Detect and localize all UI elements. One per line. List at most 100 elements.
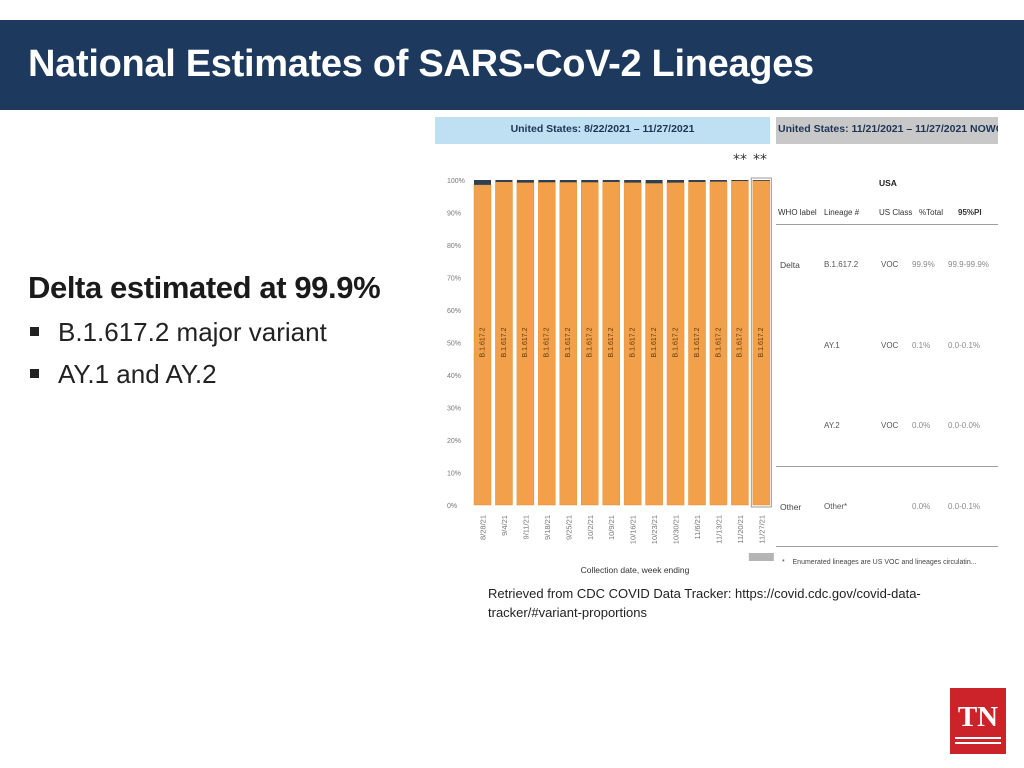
nowcast-highlight (750, 177, 772, 508)
y-tick-label: 0% (447, 503, 457, 510)
x-tick-label: 9/25/21 (564, 515, 573, 540)
lineage-cell: Other* (824, 502, 848, 511)
total-cell: 99.9% (912, 260, 935, 269)
bar-other (559, 180, 577, 183)
asterisk-annotation: ** (733, 152, 747, 168)
total-cell: 0.1% (912, 341, 931, 350)
bar-other (624, 180, 642, 183)
y-tick-label: 80% (447, 243, 461, 250)
y-tick-label: 60% (447, 308, 461, 315)
x-tick-label: 9/4/21 (500, 515, 509, 536)
bullet-item: B.1.617.2 major variant (28, 314, 327, 356)
x-tick-label: 10/23/21 (650, 515, 659, 544)
bar-delta (623, 182, 642, 506)
chart-header: United States: 8/22/2021 – 11/27/2021 (435, 117, 770, 144)
bullet-square-icon (30, 327, 39, 336)
pi-cell: 0.0-0.0% (948, 421, 981, 430)
source-citation: Retrieved from CDC COVID Data Tracker: h… (488, 586, 921, 620)
column-header: WHO label (778, 208, 817, 217)
who-label: Other (780, 502, 802, 512)
logo-stripe (955, 737, 1001, 739)
class-cell: VOC (881, 421, 899, 430)
y-tick-label: 40% (447, 373, 461, 380)
table-divider (776, 546, 998, 547)
total-cell: 0.0% (912, 421, 931, 430)
chart-header-text: United States: 8/22/2021 – 11/27/2021 (510, 123, 695, 135)
y-tick-label: 50% (447, 341, 461, 348)
slide-title: National Estimates of SARS-CoV-2 Lineage… (28, 43, 814, 85)
y-tick-label: 10% (447, 471, 461, 478)
nowcast-header: United States: 11/21/2021 – 11/27/2021 N… (776, 117, 998, 144)
bar-data-label: B.1.617.2 (501, 327, 508, 357)
bar-other (581, 180, 599, 183)
table-divider (776, 224, 998, 225)
bullet-item: AY.1 and AY.2 (28, 356, 327, 398)
tn-logo: TN (950, 688, 1006, 754)
x-tick-label: 8/28/21 (479, 515, 488, 540)
bullet-text: AY.1 and AY.2 (58, 359, 217, 389)
x-axis-label: Collection date, week ending (580, 565, 690, 575)
nowcast-table: USA WHO label Lineage # US Class %Total … (776, 170, 1000, 580)
x-tick-label: 11/27/21 (757, 515, 766, 544)
lineage-cell: AY.1 (824, 341, 840, 350)
asterisk-annotation: ** (753, 152, 767, 168)
bar-other (731, 180, 749, 181)
lineage-bar-chart: 0% 10% 20% 30% 40% 50% 60% 70% 80% 90% 100% B.1.617… (447, 177, 774, 561)
class-cell: VOC (881, 260, 899, 269)
x-tick-label: 10/16/21 (629, 515, 638, 544)
column-header: US Class (879, 208, 913, 217)
bar-data-label: B.1.617.2 (694, 327, 701, 357)
bullet-square-icon (30, 369, 39, 378)
bar-other (602, 180, 620, 182)
class-cell: VOC (881, 341, 899, 350)
bar-other (688, 180, 706, 182)
who-label: Delta (780, 260, 800, 270)
x-tick-label: 11/13/21 (714, 515, 723, 544)
x-tick-label: 9/18/21 (543, 515, 552, 540)
lineage-cell: AY.2 (824, 421, 840, 430)
x-tick-label: 10/9/21 (607, 515, 616, 540)
bar-data-label: B.1.617.2 (479, 327, 486, 357)
x-tick-label: 10/2/21 (586, 515, 595, 540)
bar-other (495, 180, 513, 182)
bar-other (538, 180, 556, 183)
pi-cell: 0.0-0.1% (948, 502, 981, 511)
bullet-text: B.1.617.2 major variant (58, 317, 327, 347)
bar-other (516, 180, 534, 183)
bar-data-label: B.1.617.2 (758, 327, 765, 357)
x-tick-label: 10/30/21 (672, 515, 681, 544)
column-header: Lineage # (824, 208, 860, 217)
column-header: 95%PI (958, 208, 982, 217)
x-tick-label: 11/6/21 (693, 515, 702, 539)
y-tick-label: 30% (447, 406, 461, 413)
column-header: %Total (919, 208, 944, 217)
bar-delta (666, 182, 685, 506)
bar-data-label: B.1.617.2 (565, 327, 572, 357)
bar-data-label: B.1.617.2 (522, 327, 529, 357)
title-bar: National Estimates of SARS-CoV-2 Lineage… (0, 20, 1024, 110)
bar-data-label: B.1.617.2 (629, 327, 636, 357)
table-divider (776, 466, 998, 467)
tn-logo-text: TN (957, 701, 999, 733)
bar-data-label: B.1.617.2 (715, 327, 722, 357)
total-cell: 0.0% (912, 502, 931, 511)
lead-statement: Delta estimated at 99.9% (28, 270, 381, 305)
bar-other (709, 180, 727, 182)
lineage-cell: B.1.617.2 (824, 260, 859, 269)
bar-data-label: B.1.617.2 (608, 327, 615, 357)
bar-other (667, 180, 685, 183)
bar-delta (731, 180, 749, 506)
pi-cell: 0.0-0.1% (948, 341, 981, 350)
table-footnote: * Enumerated lineages are US VOC and lin… (782, 559, 977, 566)
y-tick-label: 20% (447, 438, 461, 445)
y-tick-label: 70% (447, 276, 461, 283)
y-tick-label: 100% (447, 178, 465, 185)
bar-data-label: B.1.617.2 (544, 327, 551, 357)
bar-other (752, 180, 770, 181)
bar-delta (516, 182, 535, 506)
nowcast-header-text: United States: 11/21/2021 – 11/27/2021 N… (778, 123, 998, 135)
table-country: USA (879, 178, 897, 188)
nowcast-marker (748, 553, 774, 561)
logo-stripe (955, 742, 1001, 744)
footnote-text: Enumerated lineages are US VOC and linea… (792, 559, 977, 566)
